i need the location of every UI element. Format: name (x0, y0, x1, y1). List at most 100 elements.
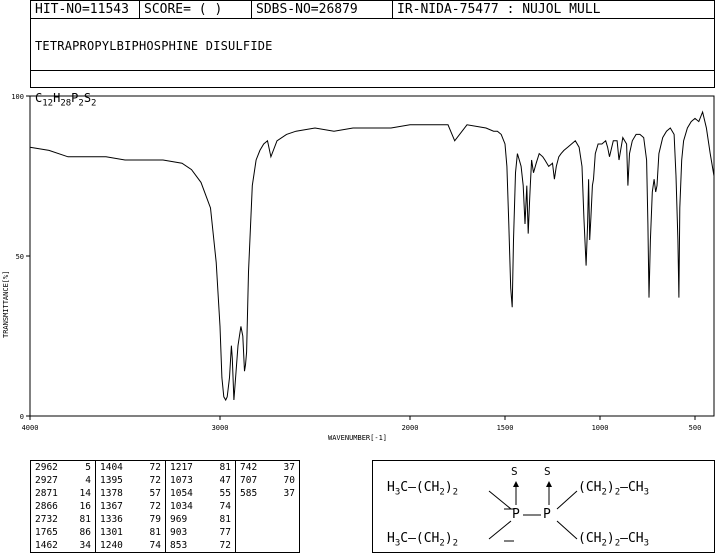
spectrum-line (29, 110, 715, 402)
peak-row: 1336 79 (96, 513, 165, 526)
formula-subscript: 28 (60, 98, 72, 109)
compound-name: TETRAPROPYLBIPHOSPHINE DISULFIDE (35, 39, 273, 53)
molecular-formula: C12H28P2S2 (35, 91, 96, 108)
plot-frame (29, 95, 715, 417)
peak-transmittance: 14 (79, 488, 91, 499)
peak-wavenumber: 1336 (100, 514, 123, 525)
y-axis-label: TRANSMITTANCE[%] (2, 271, 10, 338)
structure-bonds (488, 481, 578, 542)
peak-transmittance: 72 (149, 475, 161, 486)
chain-bottom-left: H3C—(CH2)2 (387, 531, 459, 549)
peak-wavenumber: 707 (240, 475, 258, 486)
peak-wavenumber: 2962 (35, 462, 58, 473)
peak-transmittance: 5 (85, 462, 91, 473)
peak-transmittance: 72 (149, 462, 161, 473)
peak-row: 1378 57 (96, 487, 165, 500)
peak-transmittance: 79 (149, 514, 161, 525)
bond-left-bottom (488, 520, 512, 540)
header-bar: HIT-NO=11543 SCORE= ( ) SDBS-NO=26879 IR… (30, 0, 715, 19)
x-tick-label: 1000 (592, 424, 609, 432)
x-axis-label: WAVENUMBER[-1] (328, 434, 387, 442)
peak-transmittance: 4 (85, 475, 91, 486)
peak-row: 1217 81 (166, 461, 235, 474)
x-tick-label: 1500 (497, 424, 514, 432)
peak-transmittance: 70 (283, 475, 295, 486)
peak-row: 585 37 (236, 487, 299, 500)
peak-wavenumber: 1367 (100, 501, 123, 512)
formula-element: S (83, 91, 92, 105)
peak-column: 2962 5 2927 4 2871 14 2866 16 2732 81 1765 86 1462 34 (31, 461, 96, 552)
peak-wavenumber: 1301 (100, 527, 123, 538)
peak-row: 1034 74 (166, 500, 235, 513)
bond-right-top (556, 490, 578, 510)
peak-row: 2962 5 (31, 461, 95, 474)
formula-subscript: 2 (78, 98, 84, 109)
peak-row: 1301 81 (96, 526, 165, 539)
y-tick-label: 0 (20, 413, 24, 421)
peak-transmittance: 72 (219, 540, 231, 551)
peak-transmittance: 81 (79, 514, 91, 525)
peak-transmittance: 74 (219, 501, 231, 512)
p-left: P (512, 507, 520, 522)
formula-element: C (35, 91, 43, 105)
peak-transmittance: 86 (79, 527, 91, 538)
peak-row: 2871 14 (31, 487, 95, 500)
peak-transmittance: 57 (149, 488, 161, 499)
peak-wavenumber: 1765 (35, 527, 58, 538)
bond-left-top (488, 490, 512, 510)
formula-divider (31, 70, 714, 71)
x-tick-label: 3000 (212, 424, 229, 432)
x-tick-label: 500 (689, 424, 702, 432)
ir-spectrum-chart: 0 50 100 4000 3000 2000 1500 1000 500 TRANSMITT… (2, 93, 715, 442)
peak-table: 2962 5 2927 4 2871 14 2866 16 2732 81 1765 86 1462 34… (30, 460, 300, 553)
peak-row: 2927 4 (31, 474, 95, 487)
peak-row: 1404 72 (96, 461, 165, 474)
peak-wavenumber: 2866 (35, 501, 58, 512)
peak-row: 1462 34 (31, 539, 95, 552)
bond-right-bottom (556, 520, 578, 540)
peak-transmittance: 72 (149, 501, 161, 512)
y-tick-label: 50 (16, 253, 24, 261)
peak-transmittance: 81 (219, 462, 231, 473)
s-right: S (544, 465, 551, 478)
peak-transmittance: 81 (219, 514, 231, 525)
peak-wavenumber: 585 (240, 488, 258, 499)
x-tick-label: 2000 (402, 424, 419, 432)
peak-wavenumber: 853 (170, 540, 188, 551)
peak-transmittance: 55 (219, 488, 231, 499)
peak-transmittance: 47 (219, 475, 231, 486)
s-left: S (511, 465, 518, 478)
peak-wavenumber: 969 (170, 514, 188, 525)
peak-transmittance: 77 (219, 527, 231, 538)
peak-wavenumber: 903 (170, 527, 188, 538)
peak-wavenumber: 742 (240, 462, 258, 473)
formula-element: H (53, 91, 61, 105)
p-right: P (543, 507, 551, 522)
peak-row: 969 81 (166, 513, 235, 526)
formula-subscript: 2 (91, 98, 97, 109)
peak-wavenumber: 1462 (35, 540, 58, 551)
peak-column: 1404 72 1395 72 1378 57 1367 72 1336 79 1301 81 1240… (96, 461, 166, 552)
peak-transmittance: 34 (79, 540, 91, 551)
peak-row: 1240 74 (96, 539, 165, 552)
x-tick-label: 4000 (22, 424, 39, 432)
peak-transmittance: 37 (283, 488, 295, 499)
peak-wavenumber: 1054 (170, 488, 193, 499)
chain-bottom-right: (CH2)2—CH3 (578, 531, 650, 549)
peak-row: 1367 72 (96, 500, 165, 513)
peak-wavenumber: 1240 (100, 540, 123, 551)
formula-element: P (71, 91, 79, 105)
peak-wavenumber: 1378 (100, 488, 123, 499)
peak-wavenumber: 2732 (35, 514, 58, 525)
peak-row: 707 70 (236, 474, 299, 487)
peak-transmittance: 81 (149, 527, 161, 538)
peak-wavenumber: 2927 (35, 475, 58, 486)
peak-row: 1054 55 (166, 487, 235, 500)
peak-row: 742 37 (236, 461, 299, 474)
structure-diagram: S S P P H3C—(CH2)2 H3C—(CH2)2 (CH2)2—CH3… (372, 460, 715, 553)
peak-wavenumber: 1073 (170, 475, 193, 486)
peak-wavenumber: 1395 (100, 475, 123, 486)
peak-column: 742 37 707 70 585 37 (236, 461, 299, 552)
peak-row: 1395 72 (96, 474, 165, 487)
peak-wavenumber: 1034 (170, 501, 193, 512)
